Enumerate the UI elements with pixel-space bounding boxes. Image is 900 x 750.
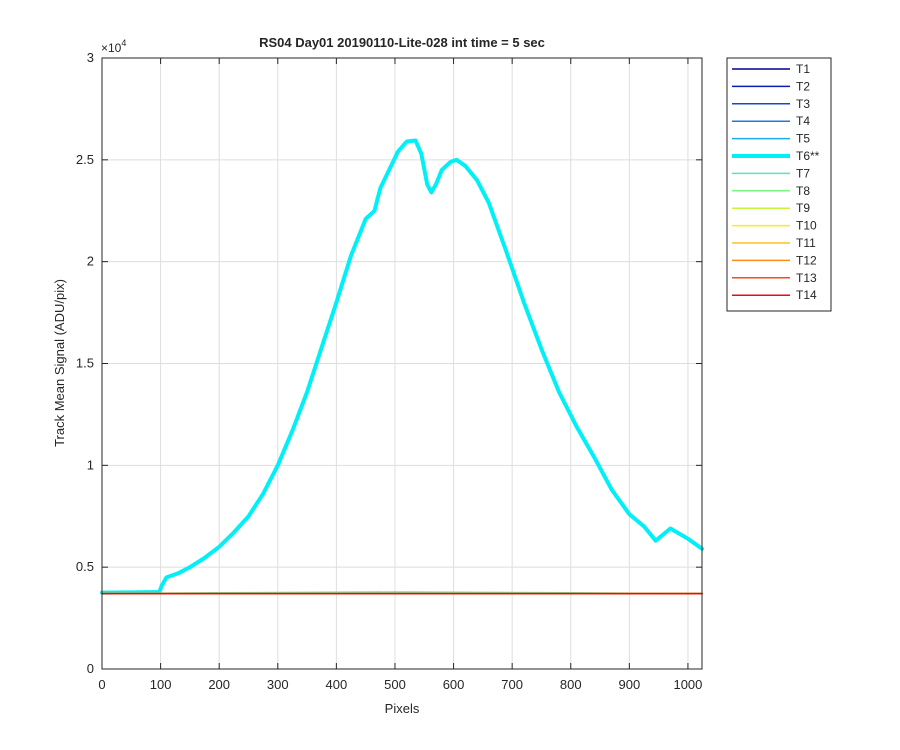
legend-label-t3: T3 xyxy=(796,97,810,111)
x-tick-label: 900 xyxy=(618,677,640,692)
y-tick-label: 2.5 xyxy=(76,152,94,167)
legend-label-t13: T13 xyxy=(796,271,817,285)
y-tick-labels: 0 0.5 1 1.5 2 2.5 3 xyxy=(76,50,94,676)
legend-label-t7: T7 xyxy=(796,166,810,180)
x-tick-label: 500 xyxy=(384,677,406,692)
x-axis-label: Pixels xyxy=(385,701,420,716)
x-tick-label: 1000 xyxy=(673,677,702,692)
legend-label-t9: T9 xyxy=(796,201,810,215)
x-tick-label: 200 xyxy=(208,677,230,692)
grid xyxy=(101,57,702,670)
ticks xyxy=(101,57,702,670)
x-tick-label: 0 xyxy=(98,677,105,692)
series-line-t6 xyxy=(100,138,704,595)
legend: T1 T2 T3 T4 T5 T6** T7 T8 T9 T10 T11 T12 T13 T14 xyxy=(726,57,832,312)
legend-label-t10: T10 xyxy=(796,219,817,233)
x-tick-label: 700 xyxy=(501,677,523,692)
x-tick-label: 300 xyxy=(267,677,289,692)
legend-label-t12: T12 xyxy=(796,253,817,267)
legend-label-t6: T6** xyxy=(796,149,820,163)
y-tick-label: 3 xyxy=(87,50,94,65)
chart-title: RS04 Day01 20190110-Lite-028 int time = … xyxy=(259,35,545,50)
legend-label-t4: T4 xyxy=(796,114,810,128)
y-tick-label: 2 xyxy=(87,254,94,269)
y-axis-label: Track Mean Signal (ADU/pix) xyxy=(52,279,67,447)
x-tick-label: 100 xyxy=(150,677,172,692)
legend-label-t2: T2 xyxy=(796,79,810,93)
x-tick-label: 400 xyxy=(326,677,348,692)
legend-label-t8: T8 xyxy=(796,184,810,198)
legend-label-t11: T11 xyxy=(796,236,816,250)
y-tick-label: 0 xyxy=(87,661,94,676)
legend-box xyxy=(726,57,832,312)
legend-label-t14: T14 xyxy=(796,288,817,302)
legend-label-t1: T1 xyxy=(796,62,810,76)
legend-label-t5: T5 xyxy=(796,132,810,146)
y-exponent-label: ×104 xyxy=(101,38,126,55)
x-tick-label: 800 xyxy=(560,677,582,692)
y-tick-label: 1 xyxy=(87,457,94,472)
x-tick-label: 600 xyxy=(443,677,465,692)
y-tick-label: 0.5 xyxy=(76,559,94,574)
series-lines xyxy=(100,138,704,595)
x-tick-labels: 0 100 200 300 400 500 600 700 800 900 1000 xyxy=(98,677,702,692)
y-tick-label: 1.5 xyxy=(76,356,94,371)
